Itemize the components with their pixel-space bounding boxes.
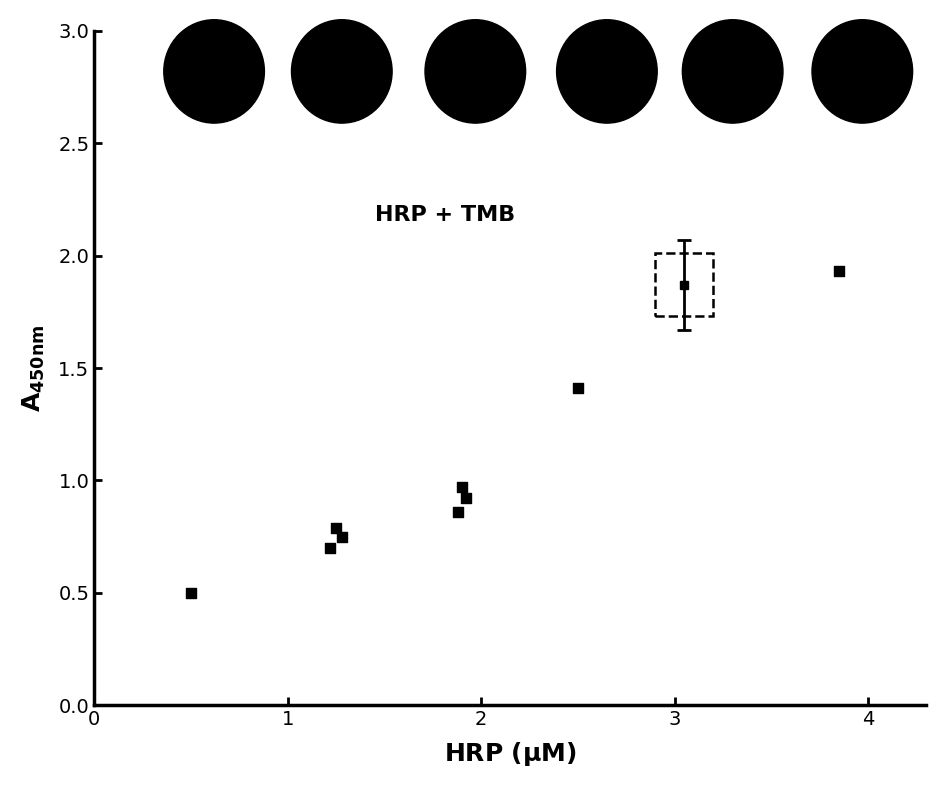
- Ellipse shape: [425, 20, 526, 123]
- Text: HRP + TMB: HRP + TMB: [375, 205, 515, 225]
- X-axis label: $\mathbf{HRP\ (\mu M)}$: $\mathbf{HRP\ (\mu M)}$: [444, 740, 577, 768]
- Ellipse shape: [812, 20, 913, 123]
- Point: [458, 492, 474, 505]
- Ellipse shape: [292, 20, 392, 123]
- Ellipse shape: [557, 20, 657, 123]
- Point: [334, 530, 349, 543]
- Point: [451, 506, 466, 518]
- Bar: [655, 253, 713, 316]
- Point: [455, 481, 470, 493]
- Point: [831, 265, 847, 278]
- Ellipse shape: [683, 20, 783, 123]
- Y-axis label: $\mathbf{A_{450nm}}$: $\mathbf{A_{450nm}}$: [21, 324, 47, 412]
- Point: [323, 541, 338, 554]
- Point: [570, 382, 585, 394]
- Ellipse shape: [164, 20, 264, 123]
- Point: [184, 586, 199, 599]
- Point: [329, 522, 344, 534]
